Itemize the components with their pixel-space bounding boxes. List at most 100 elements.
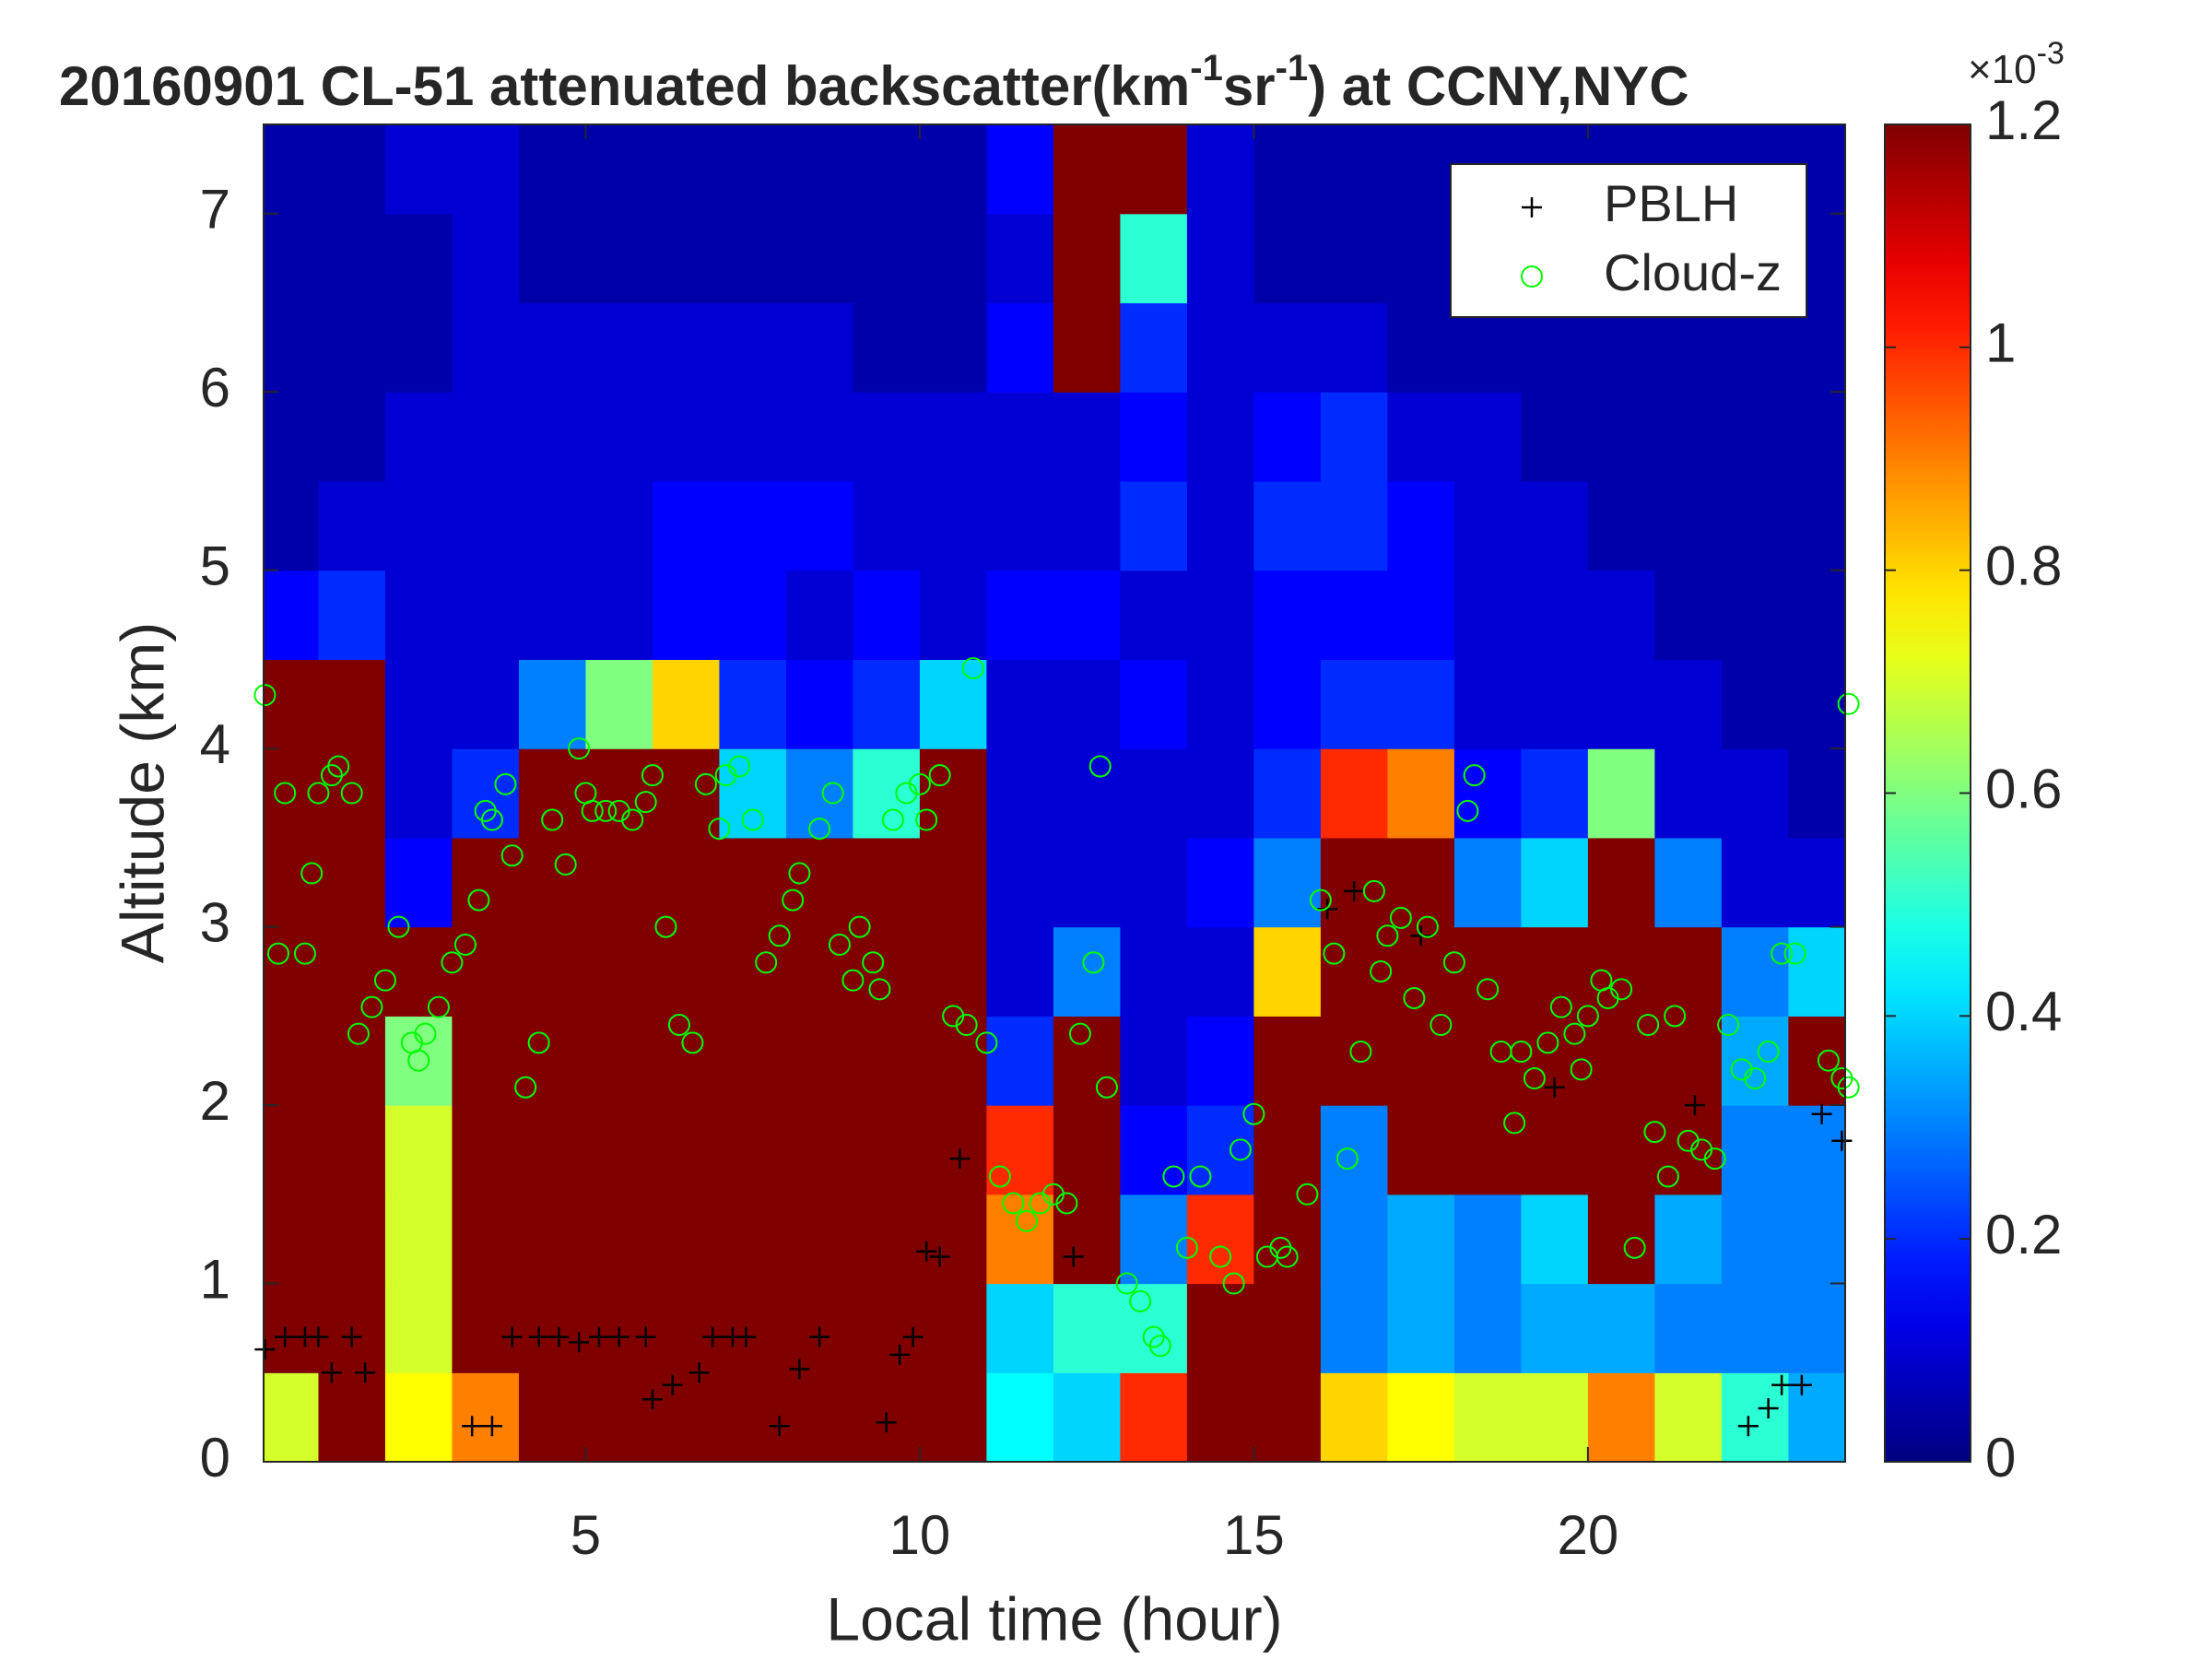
heatmap: [264, 124, 1845, 1462]
heat-cell: [1721, 748, 1789, 839]
colorbar-tick-label: 0.4: [1985, 981, 2062, 1042]
heat-cell: [585, 1194, 653, 1285]
heat-cell: [1186, 659, 1255, 749]
heat-cell: [1120, 837, 1188, 928]
cloud-marker: [441, 951, 464, 974]
cloud-marker: [1349, 1041, 1372, 1064]
x-axis-label: Local time (hour): [826, 1584, 1282, 1653]
cloud-marker: [1643, 1121, 1666, 1144]
pblh-marker: [308, 1326, 329, 1347]
cloud-marker: [988, 1165, 1011, 1188]
heat-cell: [1721, 659, 1789, 749]
colorbar-tick-label: 0.6: [1985, 758, 2062, 819]
cloud-marker: [708, 818, 731, 841]
heat-cell: [1453, 1016, 1522, 1106]
heat-cell: [785, 1016, 854, 1106]
heat-cell: [1788, 1283, 1845, 1373]
pblh-marker: [769, 1416, 790, 1437]
y-tick-label: 6: [200, 357, 230, 418]
cloud-marker: [908, 772, 931, 795]
cloud-marker: [1703, 1147, 1726, 1171]
pblh-marker: [735, 1326, 757, 1347]
heat-cell: [452, 1372, 520, 1462]
heat-cell: [1387, 748, 1455, 839]
heat-cell: [1253, 659, 1322, 749]
cloud-marker: [654, 915, 677, 938]
heat-cell: [384, 926, 453, 1017]
cloud-marker: [1323, 942, 1346, 965]
heat-cell: [1721, 837, 1789, 928]
heat-cell: [318, 837, 386, 928]
heat-cell: [1053, 1016, 1122, 1106]
heat-cell: [518, 570, 587, 660]
heat-cell: [919, 926, 988, 1017]
heat-cell: [1053, 392, 1122, 482]
pblh-marker: [355, 1362, 376, 1383]
legend: PBLH Cloud-z: [1450, 163, 1807, 318]
heat-cell: [986, 570, 1054, 660]
heat-cell: [1320, 659, 1388, 749]
cloud-marker: [300, 862, 324, 885]
heat-cell: [986, 480, 1054, 571]
heat-cell: [585, 570, 653, 660]
heat-cell: [986, 1194, 1054, 1285]
pblh-marker: [341, 1326, 362, 1347]
heat-cell: [986, 302, 1054, 393]
exponent-base: ×10: [1968, 47, 2037, 92]
pblh-marker: [548, 1326, 570, 1347]
cloud-marker: [1656, 1165, 1679, 1188]
pblh-marker: [789, 1359, 810, 1380]
heat-cell: [585, 1016, 653, 1106]
cloud-marker: [500, 844, 524, 867]
legend-symbol: [1521, 265, 1543, 288]
heat-cell: [1387, 392, 1455, 482]
cloud-marker: [1757, 1041, 1780, 1064]
cloud-marker: [788, 862, 811, 885]
pblh-marker: [949, 1148, 971, 1170]
heat-cell: [719, 1283, 787, 1373]
pblh-marker: [929, 1246, 950, 1267]
heat-cell: [719, 837, 787, 928]
heat-cell: [384, 213, 453, 304]
heat-cell: [264, 213, 320, 304]
heat-cell: [1587, 1283, 1655, 1373]
pblh-marker: [702, 1326, 724, 1347]
heat-cell: [384, 1105, 453, 1195]
heat-cell: [1788, 659, 1845, 749]
heat-cell: [318, 1372, 386, 1462]
cloud-marker: [581, 799, 604, 822]
cloud-marker: [1055, 1192, 1078, 1215]
heat-cell: [1253, 392, 1322, 482]
heat-cell: [318, 213, 386, 304]
heat-cell: [452, 124, 520, 215]
heat-cell: [318, 1194, 386, 1285]
pblh-marker: [501, 1326, 523, 1347]
heat-cell: [384, 302, 453, 393]
cloud-marker: [928, 764, 951, 787]
cloud-marker: [1296, 1182, 1319, 1206]
heat-cell: [1788, 748, 1845, 839]
cloud-marker: [862, 951, 885, 974]
heat-cell: [1587, 570, 1655, 660]
heat-cell: [652, 302, 721, 393]
heat-cell: [1721, 1016, 1789, 1106]
heat-cell: [1053, 1105, 1122, 1195]
heat-cell: [1320, 1194, 1388, 1285]
cloud-marker: [541, 808, 564, 831]
heat-cell: [1721, 1194, 1789, 1285]
heat-cell: [1453, 748, 1522, 839]
heat-cell: [1654, 1283, 1723, 1373]
heat-cell: [1120, 124, 1188, 215]
heat-cell: [1387, 213, 1455, 304]
heat-cell: [1721, 1283, 1789, 1373]
pblh-marker: [1791, 1374, 1812, 1395]
cloud-marker: [1430, 1014, 1453, 1037]
heat-cell: [652, 1283, 721, 1373]
heat-cell: [1320, 392, 1388, 482]
heat-cell: [264, 926, 320, 1017]
cloud-marker: [340, 782, 363, 805]
heat-cell: [318, 392, 386, 482]
heat-cell: [785, 659, 854, 749]
heat-cell: [1387, 659, 1455, 749]
heat-cell: [452, 1194, 520, 1285]
